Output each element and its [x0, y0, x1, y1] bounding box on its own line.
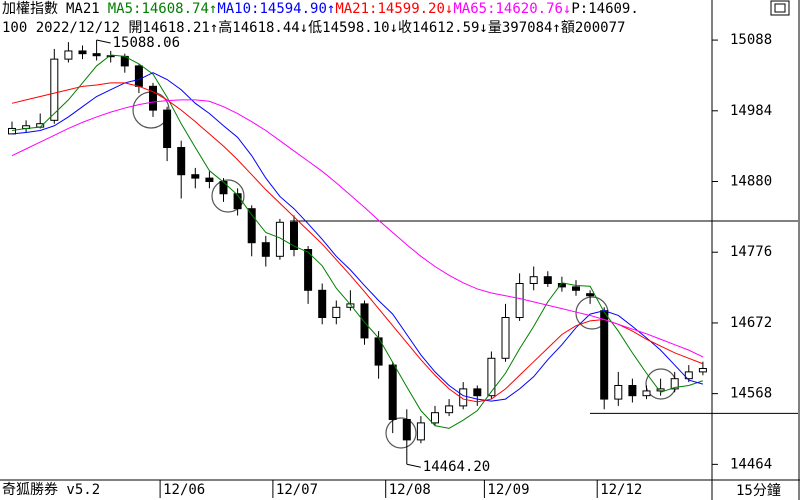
candle-body — [134, 65, 143, 87]
window-button[interactable] — [770, 0, 790, 16]
candle-body — [261, 242, 270, 257]
title: 加權指數 — [2, 1, 58, 17]
candle-body — [388, 364, 397, 420]
indicator: MA21 — [66, 1, 100, 17]
candle-body — [445, 405, 454, 414]
y-tick-label: 14568 — [730, 386, 772, 402]
annotation-leader — [96, 39, 111, 44]
y-tick-label: 14776 — [730, 244, 772, 260]
x-tick-label: 12/08 — [389, 482, 431, 498]
software-label: 奇狐勝券 v5.2 — [2, 481, 100, 498]
circle-marker — [385, 417, 417, 449]
candle-body — [177, 147, 186, 176]
candle-body — [459, 388, 468, 407]
y-tick-label: 14880 — [730, 174, 772, 190]
y-tick-label: 14672 — [730, 315, 772, 331]
legend-name: MA21 — [335, 1, 369, 17]
y-tick-label: 14984 — [730, 103, 772, 119]
candle-body — [149, 85, 157, 111]
candle-body — [163, 109, 172, 149]
circle-marker — [211, 179, 245, 213]
candle-body — [233, 193, 242, 210]
annotation-label: 15088.06 — [113, 35, 180, 51]
candle-body — [332, 306, 341, 318]
candle-body — [304, 249, 313, 291]
legend-name: MA65 — [453, 1, 487, 17]
ma-line — [11, 82, 704, 403]
ma-line — [11, 72, 704, 402]
candle-body — [656, 388, 665, 392]
candle-body — [698, 367, 707, 373]
candle-body — [191, 174, 200, 179]
candle-body — [543, 276, 552, 284]
candle-body — [78, 50, 87, 55]
candle-body — [670, 378, 679, 390]
y-tick-label: 14464 — [730, 456, 772, 472]
legend-reading: :14620.76↓ — [487, 1, 571, 17]
y-tick-label: 15088 — [730, 32, 772, 48]
legend-reading: :14594.90↑ — [251, 1, 335, 17]
candle-body — [572, 286, 580, 291]
x-tick-label: 12/09 — [487, 482, 529, 498]
legend-reading: :14599.20↓ — [369, 1, 453, 17]
candle-body — [628, 384, 637, 397]
candle-body — [205, 177, 214, 183]
candle-body — [431, 412, 439, 424]
price-label: P:14609. — [571, 1, 638, 17]
candle-body — [473, 388, 482, 397]
candle-body — [614, 384, 623, 400]
x-tick-label: 12/07 — [276, 482, 318, 498]
candle-body — [275, 221, 284, 257]
candle-body — [586, 293, 595, 297]
legend-name: MA10 — [217, 1, 251, 17]
candle-body — [684, 371, 693, 380]
candle-body — [106, 55, 115, 58]
candle-body — [515, 282, 524, 318]
x-tick-label: 12/12 — [600, 482, 642, 498]
candle-body — [92, 53, 101, 57]
ma-line — [11, 99, 704, 358]
annotation-leader — [406, 463, 421, 468]
candle-body — [642, 390, 651, 397]
x-tick-label: 12/06 — [163, 482, 205, 498]
candle-body — [529, 276, 538, 284]
ma-line — [11, 54, 704, 429]
candle-body — [290, 221, 298, 251]
header-line: 加權指數 MA21 MA5:14608.74↑MA10:14594.90↑MA21:… — [2, 1, 639, 17]
candle-body — [219, 181, 228, 195]
candle-body — [64, 50, 73, 60]
candle-body — [402, 418, 411, 441]
legend-reading: :14608.74↑ — [133, 1, 217, 17]
candle-body — [360, 303, 369, 339]
candle-body — [487, 357, 496, 397]
window-button-icon — [774, 3, 786, 13]
candle-body — [416, 422, 425, 441]
period-label: 15分鐘 — [736, 482, 781, 499]
info-line: 100 2022/12/12 開14618.21↑高14618.44↓低1459… — [2, 19, 625, 36]
candle-body — [8, 127, 16, 135]
candle-body — [50, 58, 59, 121]
candle-body — [318, 289, 327, 318]
annotation-label: 14464.20 — [423, 459, 490, 475]
candle-body — [600, 310, 609, 400]
candle-body — [501, 316, 510, 359]
candle-body — [247, 208, 256, 244]
legend-name: MA5 — [108, 1, 133, 17]
